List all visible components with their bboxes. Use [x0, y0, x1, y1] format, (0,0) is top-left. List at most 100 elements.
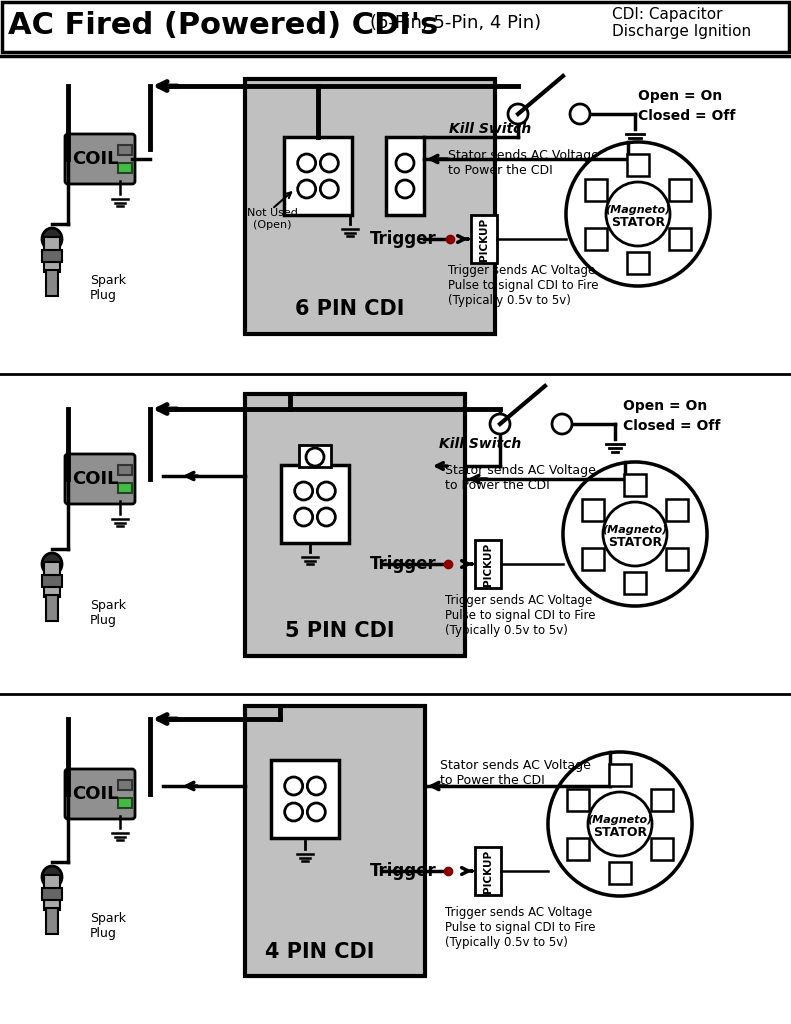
Circle shape	[295, 482, 312, 500]
Text: Closed = Off: Closed = Off	[638, 109, 736, 123]
FancyBboxPatch shape	[669, 227, 691, 250]
FancyBboxPatch shape	[65, 769, 135, 819]
Ellipse shape	[42, 553, 62, 575]
Circle shape	[285, 803, 303, 821]
Text: PICKUP: PICKUP	[479, 217, 489, 260]
FancyBboxPatch shape	[65, 134, 135, 184]
Circle shape	[603, 502, 667, 566]
Text: Open = On: Open = On	[623, 399, 707, 413]
Bar	[44, 237, 60, 272]
Circle shape	[552, 414, 572, 434]
Circle shape	[490, 414, 510, 434]
Bar	[46, 908, 58, 934]
Text: Spark
Plug: Spark Plug	[90, 274, 126, 302]
Bar	[118, 483, 132, 493]
Text: Trigger sends AC Voltage
Pulse to signal CDI to Fire
(Typically 0.5v to 5v): Trigger sends AC Voltage Pulse to signal…	[448, 264, 599, 307]
Text: (Magneto): (Magneto)	[605, 205, 671, 215]
Bar	[271, 760, 339, 838]
Bar	[475, 847, 501, 895]
Text: Trigger: Trigger	[370, 230, 437, 248]
Text: Stator sends AC Voltage
to Power the CDI: Stator sends AC Voltage to Power the CDI	[448, 150, 599, 177]
Circle shape	[548, 752, 692, 896]
Text: Trigger: Trigger	[370, 862, 437, 880]
Bar	[118, 465, 132, 475]
Bar	[42, 888, 62, 900]
Circle shape	[570, 104, 590, 124]
Circle shape	[297, 154, 316, 172]
Bar	[118, 163, 132, 173]
Circle shape	[563, 462, 707, 606]
Bar	[471, 215, 497, 263]
Circle shape	[308, 803, 325, 821]
Ellipse shape	[42, 228, 62, 250]
Bar	[42, 575, 62, 587]
Ellipse shape	[42, 866, 62, 888]
Text: PICKUP: PICKUP	[483, 850, 493, 893]
Circle shape	[546, 750, 694, 898]
FancyBboxPatch shape	[667, 499, 688, 520]
Circle shape	[308, 777, 325, 795]
Circle shape	[295, 508, 312, 526]
Text: STATOR: STATOR	[593, 825, 647, 839]
Text: Trigger sends AC Voltage
Pulse to signal CDI to Fire
(Typically 0.5v to 5v): Trigger sends AC Voltage Pulse to signal…	[445, 594, 596, 637]
Text: Kill Switch: Kill Switch	[439, 437, 521, 451]
Text: 5 PIN CDI: 5 PIN CDI	[286, 621, 395, 641]
Circle shape	[285, 777, 303, 795]
Bar	[46, 595, 58, 621]
Text: Trigger: Trigger	[370, 555, 437, 573]
FancyBboxPatch shape	[627, 154, 649, 176]
Text: Stator sends AC Voltage
to Power the CDI: Stator sends AC Voltage to Power the CDI	[440, 759, 591, 787]
Text: CDI: Capacitor
Discharge Ignition: CDI: Capacitor Discharge Ignition	[612, 7, 751, 39]
Text: Stator sends AC Voltage
to Power the CDI: Stator sends AC Voltage to Power the CDI	[445, 464, 596, 492]
FancyBboxPatch shape	[624, 474, 646, 496]
Text: STATOR: STATOR	[608, 536, 662, 549]
Circle shape	[320, 154, 339, 172]
Circle shape	[396, 154, 414, 172]
Bar	[245, 79, 495, 334]
Text: (Magneto): (Magneto)	[603, 525, 668, 535]
Bar	[118, 798, 132, 808]
Bar	[245, 394, 465, 656]
Text: PICKUP: PICKUP	[483, 543, 493, 586]
Circle shape	[396, 180, 414, 198]
Text: Trigger sends AC Voltage
Pulse to signal CDI to Fire
(Typically 0.5v to 5v): Trigger sends AC Voltage Pulse to signal…	[445, 906, 596, 949]
Text: STATOR: STATOR	[611, 215, 665, 228]
Text: 6 PIN CDI: 6 PIN CDI	[295, 299, 405, 319]
Circle shape	[588, 792, 652, 856]
Bar	[118, 780, 132, 790]
Bar	[118, 145, 132, 155]
Text: Spark
Plug: Spark Plug	[90, 912, 126, 940]
Bar	[475, 540, 501, 588]
FancyBboxPatch shape	[669, 178, 691, 201]
Bar	[284, 137, 352, 215]
Bar	[299, 445, 331, 467]
Text: (6-Pin, 5-Pin, 4 Pin): (6-Pin, 5-Pin, 4 Pin)	[370, 14, 541, 32]
FancyBboxPatch shape	[566, 788, 589, 811]
Text: COIL: COIL	[72, 150, 118, 168]
Bar	[44, 562, 60, 597]
Circle shape	[306, 449, 324, 466]
FancyBboxPatch shape	[65, 454, 135, 504]
Bar	[386, 137, 424, 215]
Text: Not Used
(Open): Not Used (Open)	[247, 208, 297, 229]
Bar	[44, 874, 60, 910]
Circle shape	[508, 104, 528, 124]
FancyBboxPatch shape	[609, 862, 631, 884]
FancyBboxPatch shape	[667, 548, 688, 569]
FancyBboxPatch shape	[627, 252, 649, 274]
Text: Closed = Off: Closed = Off	[623, 419, 721, 433]
Circle shape	[566, 142, 710, 286]
Bar	[46, 270, 58, 296]
FancyBboxPatch shape	[581, 548, 604, 569]
Text: COIL: COIL	[72, 785, 118, 803]
Circle shape	[564, 140, 712, 288]
Bar	[281, 465, 349, 543]
Circle shape	[561, 460, 709, 608]
Circle shape	[320, 180, 339, 198]
Bar	[2, 2, 789, 52]
Circle shape	[317, 482, 335, 500]
FancyBboxPatch shape	[585, 178, 607, 201]
Text: 4 PIN CDI: 4 PIN CDI	[265, 942, 375, 962]
FancyBboxPatch shape	[652, 788, 673, 811]
FancyBboxPatch shape	[624, 572, 646, 594]
